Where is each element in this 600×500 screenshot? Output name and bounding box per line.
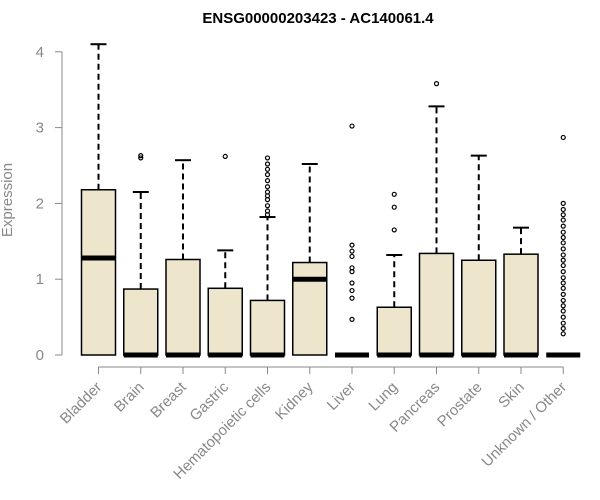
outlier-point: [560, 320, 566, 326]
y-tick-label: 0: [36, 347, 44, 364]
outlier-point: [264, 166, 271, 172]
outlier-point: [560, 229, 566, 235]
box-pancreas: [418, 81, 455, 358]
outlier-point: [560, 314, 566, 320]
outlier-point: [433, 81, 440, 87]
x-tick-label: Brain: [111, 379, 148, 416]
outlier-point: [349, 295, 355, 301]
box-body: [418, 252, 455, 356]
x-tick-label: Skin: [495, 379, 528, 412]
x-tick-label: Lung: [365, 379, 401, 415]
outlier-point: [349, 316, 355, 322]
outlier-point: [560, 134, 566, 141]
outlier-point: [560, 240, 566, 246]
box-body: [207, 287, 243, 356]
y-tick-label: 4: [36, 44, 44, 61]
box-prostate: [461, 154, 497, 358]
box-lung: [376, 191, 412, 358]
x-tick-label: Bladder: [57, 379, 106, 428]
outlier-point: [560, 308, 566, 314]
x-tick-label: Prostate: [434, 379, 486, 431]
box-body: [165, 258, 201, 356]
outlier-point: [349, 280, 355, 286]
plot-area: [80, 43, 581, 358]
box-brain: [123, 153, 159, 358]
outlier-point: [264, 184, 271, 190]
outlier-point: [264, 189, 271, 195]
outlier-point: [264, 171, 271, 178]
box-unknown-other: [546, 134, 581, 358]
outlier-point: [391, 191, 397, 197]
box-kidney: [292, 162, 328, 356]
outlier-point: [560, 280, 566, 286]
y-tick-label: 1: [36, 271, 44, 288]
box-breast: [165, 159, 201, 358]
x-tick-label: Kidney: [272, 378, 317, 423]
outlier-point: [560, 325, 566, 332]
box-body: [123, 288, 159, 356]
box-hematopoietic-cells: [249, 155, 286, 358]
y-axis-label: Expression: [0, 163, 16, 237]
outlier-point: [560, 257, 566, 263]
outlier-point: [560, 234, 566, 241]
y-tick-label: 3: [36, 120, 44, 137]
outlier-point: [349, 123, 355, 129]
box-gastric: [207, 153, 243, 358]
x-tick-label: Breast: [147, 378, 190, 421]
outlier-point: [560, 217, 566, 223]
outlier-point: [560, 297, 566, 304]
outlier-point: [560, 269, 566, 275]
outlier-point: [560, 262, 566, 269]
box-body: [376, 306, 412, 356]
outlier-point: [560, 200, 566, 206]
outlier-point: [391, 204, 397, 210]
y-tick-label: 2: [36, 195, 44, 212]
outlier-point: [349, 253, 355, 260]
box-body: [249, 299, 286, 356]
outlier-point: [560, 212, 566, 218]
box-body: [461, 259, 497, 356]
chart-title: ENSG00000203423 - AC140061.4: [202, 10, 434, 27]
box-skin: [503, 226, 539, 358]
outlier-point: [560, 275, 566, 281]
box-bladder: [80, 43, 117, 356]
outlier-point: [560, 223, 566, 229]
outlier-point: [391, 227, 397, 233]
outlier-point: [349, 248, 355, 254]
outlier-point: [560, 206, 566, 213]
outlier-point: [222, 153, 228, 160]
outlier-point: [560, 291, 566, 297]
outlier-point: [264, 155, 271, 161]
outlier-point: [349, 242, 355, 248]
outlier-point: [138, 153, 144, 159]
box-body: [503, 253, 539, 356]
outlier-point: [560, 331, 566, 337]
outlier-point: [349, 287, 355, 294]
box-body: [292, 261, 328, 356]
outlier-point: [138, 155, 144, 161]
outlier-point: [349, 265, 355, 271]
outlier-point: [560, 246, 566, 252]
outlier-point: [560, 303, 566, 309]
outlier-point: [264, 203, 271, 209]
x-tick-label: Liver: [324, 379, 359, 414]
outlier-point: [560, 252, 566, 258]
outlier-point: [264, 178, 271, 184]
box-body: [80, 189, 117, 356]
outlier-point: [264, 161, 271, 167]
outlier-point: [264, 208, 271, 214]
box-liver: [335, 123, 369, 358]
outlier-point: [560, 285, 566, 291]
